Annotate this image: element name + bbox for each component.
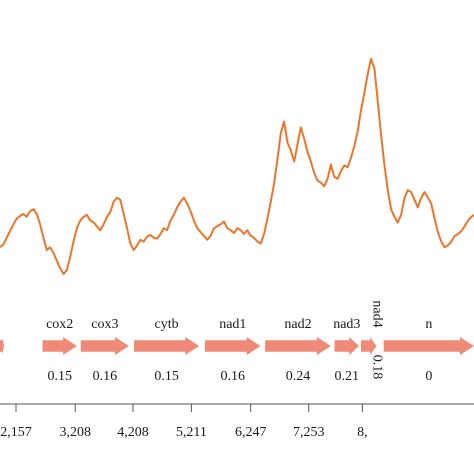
gene-label-nad4: nad4 [370,300,385,327]
gene-label-nad1: nad1 [219,317,246,332]
gene-arrow-cytb [134,337,200,355]
tick-layer: 2,157 3,208 4,208 5,211 6,247 7,253 8, [0,404,368,440]
gene-value-cytb: 0.15 [154,369,179,384]
gene-label-cox2: cox2 [46,317,73,332]
gene-value-nad4: 0.18 [370,355,385,380]
gene-arrow-cox2 [42,337,77,355]
gene-arrow-nad4 [361,337,377,355]
gene-value-cox3: 0.16 [93,369,118,384]
x-tick-label-0: 2,157 [0,425,32,440]
x-tick-label-6: 8, [357,425,368,440]
gene-value-nad2: 0.24 [286,369,311,384]
gene-value-n: 0 [425,369,432,384]
gene-value-nad1: 0.16 [221,369,246,384]
series-line-0 [0,57,474,275]
gene-label-nad3: nad3 [333,317,360,332]
gene-arrow-nad3 [334,337,359,355]
gene-arrow-cox3 [80,337,129,355]
gene-label-cox3: cox3 [91,317,118,332]
x-tick-label-3: 5,211 [176,425,207,440]
x-tick-label-2: 4,208 [117,425,149,440]
x-tick-label-1: 3,208 [59,425,91,440]
x-tick-label-5: 7,253 [293,425,325,440]
gene-label-cytb: cytb [155,317,179,332]
gene-label-n: n [425,317,432,332]
gene-arrow-nad2 [265,337,331,355]
gene-layer: cox2 0.15 cox3 0.16 cytb 0.15 nad1 0.16 nad2 0.24… [0,300,474,384]
gene-arrow-nad1 [204,337,261,355]
gene-value-nad3: 0.21 [335,369,360,384]
line-layer [0,57,474,275]
gene-arrow-0 [0,337,4,355]
gene-arrow-n [383,337,474,355]
x-tick-label-4: 6,247 [235,425,267,440]
gene-label-nad2: nad2 [284,317,311,332]
gene-value-cox2: 0.15 [47,369,72,384]
